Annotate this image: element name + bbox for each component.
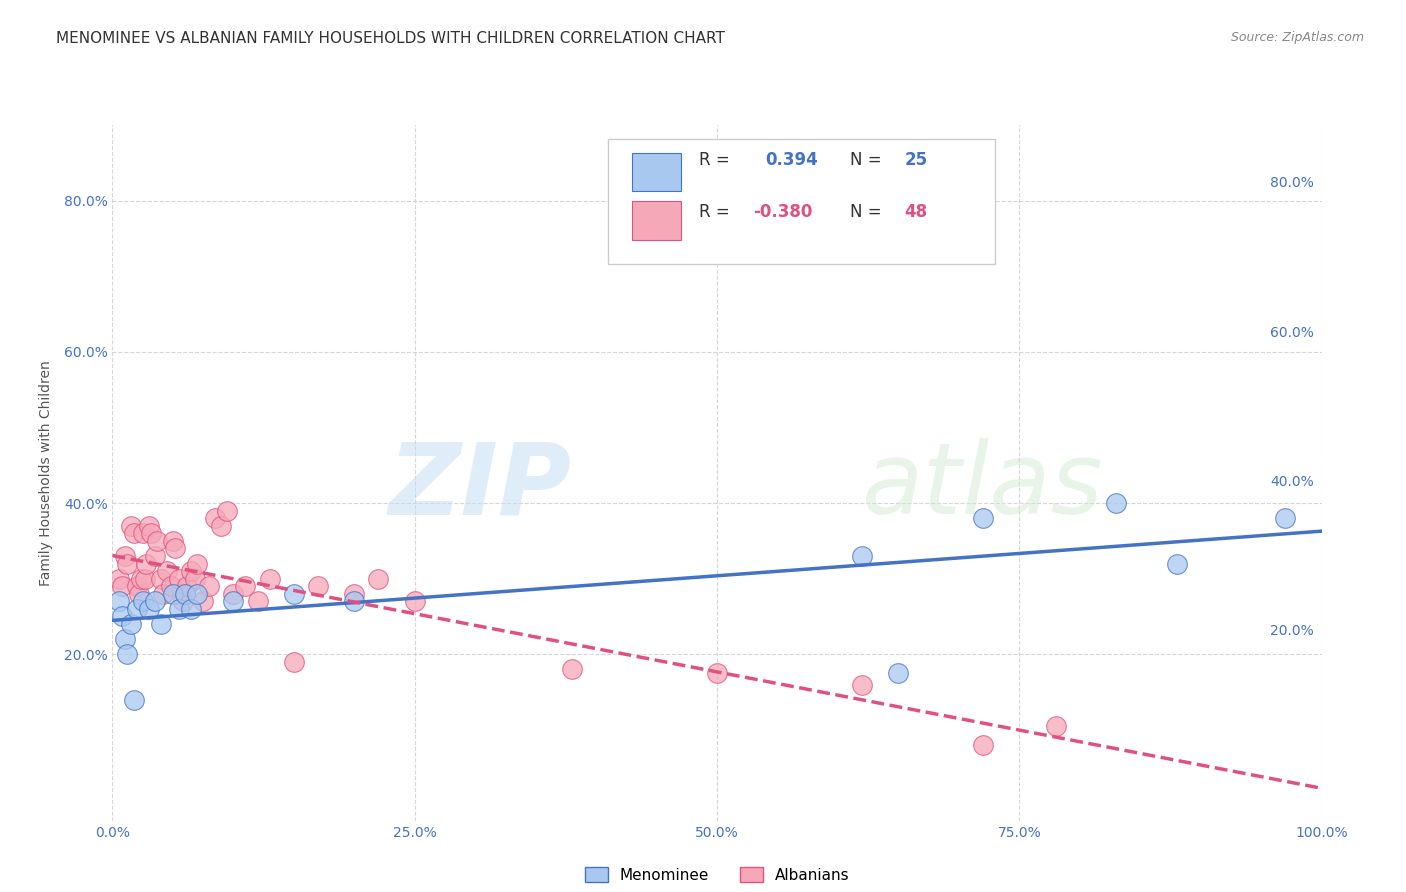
Text: R =: R = xyxy=(704,132,745,151)
Point xyxy=(186,556,209,570)
Text: atlas: atlas xyxy=(852,416,1092,513)
Point xyxy=(841,525,863,540)
Point xyxy=(170,548,193,562)
Point xyxy=(382,563,405,577)
Bar xyxy=(644,135,688,172)
Point xyxy=(328,563,350,577)
Point xyxy=(405,548,427,562)
Point xyxy=(184,667,207,681)
Point xyxy=(231,563,253,577)
Legend: Menominee, Albanians: Menominee, Albanians xyxy=(588,839,853,855)
Point xyxy=(184,503,207,517)
Point xyxy=(949,712,972,726)
Point xyxy=(208,548,231,562)
Text: 25: 25 xyxy=(890,132,912,151)
Point xyxy=(197,496,219,510)
Point xyxy=(228,570,250,584)
Point xyxy=(240,563,263,577)
Text: 48: 48 xyxy=(890,184,912,202)
Point xyxy=(232,556,254,570)
Point xyxy=(579,638,602,652)
Point xyxy=(200,503,222,517)
Point xyxy=(257,488,280,502)
Point xyxy=(177,623,200,637)
Point xyxy=(239,548,262,562)
Point xyxy=(246,570,269,584)
Point xyxy=(188,563,211,577)
Point xyxy=(949,488,972,502)
Point xyxy=(225,548,247,562)
Point xyxy=(186,578,209,592)
Point xyxy=(191,503,214,517)
Point xyxy=(295,570,318,584)
Point xyxy=(202,525,225,540)
Point xyxy=(240,533,263,547)
Point xyxy=(181,496,204,510)
Point xyxy=(382,570,405,584)
Text: MENOMINEE VS ALBANIAN FAMILY HOUSEHOLDS WITH CHILDREN CORRELATION CHART: MENOMINEE VS ALBANIAN FAMILY HOUSEHOLDS … xyxy=(56,31,725,46)
Text: 0.394: 0.394 xyxy=(765,132,817,151)
Point xyxy=(328,630,350,644)
Point xyxy=(225,578,247,592)
Point xyxy=(350,556,373,570)
Point xyxy=(235,578,257,592)
Point xyxy=(176,525,198,540)
Y-axis label: Family Households with Children: Family Households with Children xyxy=(38,337,52,564)
Point xyxy=(437,570,460,584)
Point xyxy=(177,533,200,547)
Point xyxy=(252,556,274,570)
Point xyxy=(208,592,231,607)
Point xyxy=(284,556,307,570)
Point xyxy=(214,541,236,555)
FancyBboxPatch shape xyxy=(623,120,972,244)
Point xyxy=(217,556,239,570)
Point xyxy=(194,548,217,562)
Point xyxy=(710,641,733,656)
Bar xyxy=(644,183,688,220)
Point xyxy=(176,607,198,622)
Point xyxy=(231,563,253,577)
Point xyxy=(1069,473,1091,487)
Point xyxy=(221,518,243,533)
Text: R =: R = xyxy=(704,184,740,202)
Point xyxy=(202,570,225,584)
Point xyxy=(181,592,204,607)
Point xyxy=(1123,533,1146,547)
Point xyxy=(274,570,297,584)
Point xyxy=(841,652,863,666)
Point xyxy=(219,563,242,577)
Point xyxy=(307,548,329,562)
Point xyxy=(235,541,257,555)
Point xyxy=(219,510,242,524)
Point xyxy=(195,533,218,547)
Point xyxy=(274,563,297,577)
Point xyxy=(1222,488,1244,502)
Point xyxy=(191,548,214,562)
Text: N =: N = xyxy=(841,184,877,202)
Point xyxy=(191,570,214,584)
Text: -0.380: -0.380 xyxy=(754,184,813,202)
Point xyxy=(873,641,896,656)
Point xyxy=(173,585,195,599)
Point xyxy=(205,510,228,524)
Point xyxy=(269,481,291,495)
Point xyxy=(211,563,233,577)
Point xyxy=(1015,693,1038,707)
Point xyxy=(263,496,285,510)
Point xyxy=(173,556,195,570)
Text: Source: ZipAtlas.com: Source: ZipAtlas.com xyxy=(1230,31,1364,45)
Point xyxy=(197,578,219,592)
Text: ZIP: ZIP xyxy=(406,416,591,513)
Point xyxy=(170,570,193,584)
Text: N =: N = xyxy=(841,132,877,151)
